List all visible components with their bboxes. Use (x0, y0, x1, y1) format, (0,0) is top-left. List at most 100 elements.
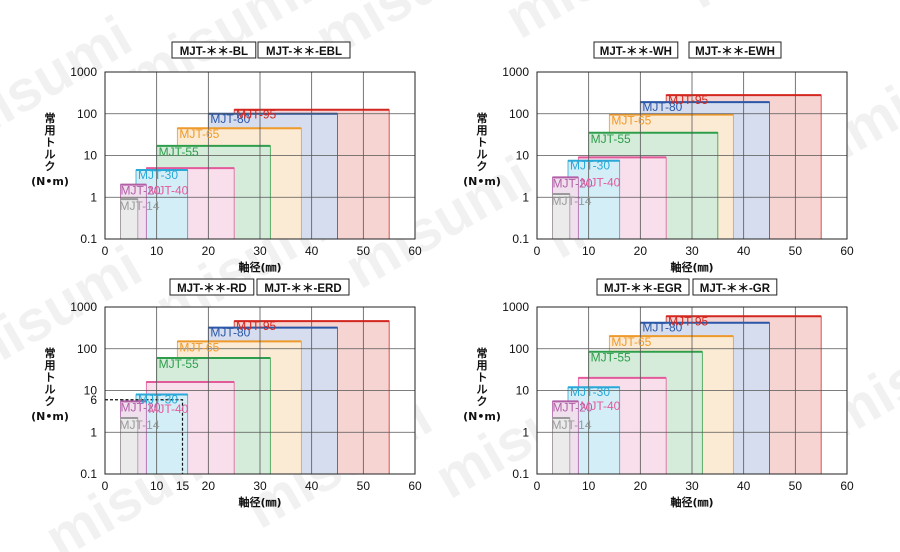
x-tick-label: 20 (202, 479, 216, 493)
y-tick-label: 1000 (70, 65, 97, 79)
x-tick-label: 30 (685, 479, 699, 493)
y-tick-label: 1 (90, 425, 97, 439)
y-axis-label: 常用トルク (477, 111, 488, 173)
series-label-mjt-40: MJT-40 (148, 184, 188, 198)
y-axis-label: 常用トルク (45, 346, 56, 408)
series-title-box (593, 41, 679, 59)
x-tick-label: 30 (253, 479, 267, 493)
y-tick-label: 1 (522, 190, 529, 204)
series-label-mjt-14: MJT-14 (552, 194, 592, 208)
y-tick-label: 0.1 (512, 467, 529, 481)
series-title-box (256, 278, 350, 296)
series-label-mjt-95: MJT-95 (236, 319, 276, 333)
series-label-mjt-30: MJT-30 (570, 385, 610, 399)
series-title-box (169, 278, 255, 296)
series-label-mjt-20: MJT-20 (553, 400, 593, 414)
series-title-text: MJT-＊＊-EBL (266, 45, 342, 58)
series-label-mjt-95: MJT-95 (236, 108, 276, 122)
x-tick-label: 0 (102, 244, 109, 258)
series-label-mjt-55: MJT-55 (591, 132, 631, 146)
x-tick-label: 40 (305, 244, 319, 258)
series-title-text: MJT-＊＊-WH (600, 45, 672, 58)
series-title-box (596, 278, 690, 296)
charts-layer: MJT-14MJT-20MJT-30MJT-40MJT-55MJT-65MJT-… (31, 41, 854, 509)
x-tick-label: 10 (150, 244, 164, 258)
series-label-mjt-80: MJT-80 (642, 321, 682, 335)
series-title-text: MJT-＊＊-ERD (264, 282, 341, 295)
chart-panel-2: MJT-14MJT-20MJT-30MJT-40MJT-55MJT-65MJT-… (463, 41, 854, 274)
series-label-mjt-80: MJT-80 (210, 326, 250, 340)
x-axis-label: 軸径(㎜) (238, 495, 281, 509)
series-label-mjt-55: MJT-55 (591, 351, 631, 365)
series-label-mjt-14: MJT-14 (120, 199, 160, 213)
plot-border (104, 71, 416, 240)
x-tick-label: 20 (634, 479, 648, 493)
x-tick-label: 10 (150, 479, 164, 493)
series-label-mjt-40: MJT-40 (580, 399, 620, 413)
x-tick-label: 40 (737, 244, 751, 258)
x-axis-label: 軸径(㎜) (238, 260, 281, 274)
x-tick-label: 60 (840, 244, 854, 258)
y-axis-label: 常用トルク (477, 346, 488, 408)
series-label-mjt-30: MJT-30 (138, 168, 178, 182)
x-tick-label: 40 (737, 479, 751, 493)
y-tick-label: 0.1 (80, 467, 97, 481)
x-tick-label: 40 (305, 479, 319, 493)
y-tick-label: 1000 (502, 65, 529, 79)
y-tick-label: 0.1 (512, 232, 529, 246)
x-tick-label: 15 (176, 479, 190, 493)
watermark-text: misumi (674, 0, 882, 21)
x-tick-label: 60 (408, 479, 422, 493)
y-axis-label: 常用トルク (45, 111, 56, 173)
x-tick-label: 10 (582, 479, 596, 493)
x-tick-label: 50 (357, 479, 371, 493)
series-label-mjt-80: MJT-80 (642, 100, 682, 114)
series-label-mjt-80: MJT-80 (210, 112, 250, 126)
series-label-mjt-65: MJT-65 (611, 114, 651, 128)
series-label-mjt-95: MJT-95 (668, 93, 708, 107)
series-label-mjt-30: MJT-30 (570, 159, 610, 173)
y-tick-label: 1000 (70, 300, 97, 314)
series-title-box (257, 41, 351, 59)
series-label-mjt-55: MJT-55 (159, 357, 199, 371)
plot-border (536, 306, 848, 475)
x-tick-label: 60 (408, 244, 422, 258)
y-tick-label: 1 (90, 190, 97, 204)
series-label-mjt-30: MJT-30 (138, 393, 178, 407)
series-label-mjt-65: MJT-65 (179, 340, 219, 354)
x-tick-label: 20 (634, 244, 648, 258)
series-label-mjt-40: MJT-40 (148, 402, 188, 416)
y-axis-unit: (N•m) (31, 175, 69, 188)
series-label-mjt-14: MJT-14 (120, 418, 160, 432)
x-tick-label: 60 (840, 479, 854, 493)
y-tick-label: 10 (84, 384, 98, 398)
x-tick-label: 30 (685, 244, 699, 258)
series-label-mjt-65: MJT-65 (611, 335, 651, 349)
x-axis-label: 軸径(㎜) (670, 260, 713, 274)
series-title-text: MJT-＊＊-RD (177, 282, 247, 295)
plot-border (104, 306, 416, 475)
x-axis-label: 軸径(㎜) (670, 495, 713, 509)
x-tick-label: 50 (789, 479, 803, 493)
series-title-text: MJT-＊＊-BL (180, 45, 248, 58)
series-title-box (688, 41, 782, 59)
x-tick-label: 0 (102, 479, 109, 493)
x-tick-label: 0 (534, 479, 541, 493)
series-title-text: MJT-＊＊-EWH (695, 45, 775, 58)
x-tick-label: 0 (534, 244, 541, 258)
series-label-mjt-20: MJT-20 (121, 184, 161, 198)
chart-panel-1: MJT-14MJT-20MJT-30MJT-40MJT-55MJT-65MJT-… (31, 41, 422, 274)
y-tick-label: 1000 (502, 300, 529, 314)
series-label-mjt-14: MJT-14 (552, 418, 592, 432)
y-tick-label: 10 (516, 384, 530, 398)
x-tick-label: 50 (357, 244, 371, 258)
x-tick-label: 20 (202, 244, 216, 258)
y-tick-label: 100 (509, 342, 529, 356)
y-tick-label: 6 (90, 393, 97, 407)
y-tick-label: 10 (516, 149, 530, 163)
series-label-mjt-55: MJT-55 (159, 145, 199, 159)
y-tick-label: 1 (522, 425, 529, 439)
x-tick-label: 50 (789, 244, 803, 258)
